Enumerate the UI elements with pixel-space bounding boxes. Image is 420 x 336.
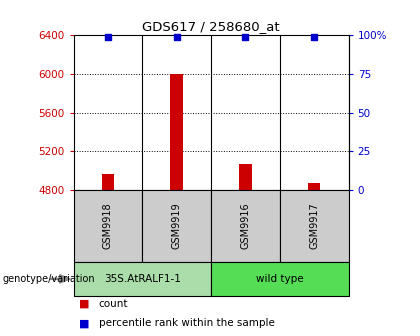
Text: count: count (99, 299, 128, 309)
Title: GDS617 / 258680_at: GDS617 / 258680_at (142, 20, 280, 33)
Text: GSM9917: GSM9917 (309, 203, 319, 249)
Text: percentile rank within the sample: percentile rank within the sample (99, 318, 275, 328)
Text: GSM9918: GSM9918 (103, 203, 113, 249)
Text: genotype/variation: genotype/variation (2, 274, 95, 284)
Bar (308, 183, 320, 190)
Text: 35S.AtRALF1-1: 35S.AtRALF1-1 (104, 274, 181, 284)
Text: GSM9919: GSM9919 (172, 203, 182, 249)
Text: ■: ■ (79, 299, 89, 309)
Bar (102, 174, 114, 190)
Bar (239, 164, 252, 190)
Text: wild type: wild type (256, 274, 304, 284)
Text: GSM9916: GSM9916 (240, 203, 250, 249)
Bar (171, 74, 183, 190)
Text: ■: ■ (79, 318, 89, 328)
